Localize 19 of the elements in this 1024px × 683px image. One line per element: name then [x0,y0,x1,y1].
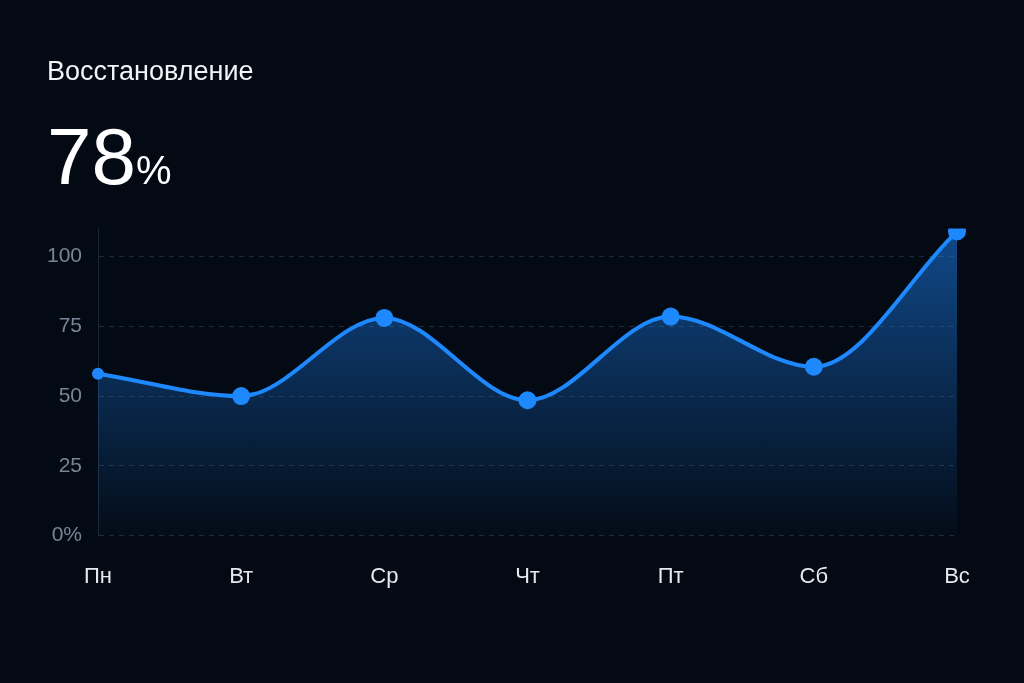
x-tick-label: Вс [944,562,970,588]
y-tick-label: 50 [58,382,82,406]
y-tick-label: 100 [46,243,82,267]
chart-subtitle: 78% [47,112,172,201]
point [661,307,680,326]
x-tick-label: Сб [799,562,829,588]
chart-title: Восстановление [47,56,254,87]
x-tick-label: Пт [657,562,684,588]
point [518,391,537,410]
x-tick-label: Вт [229,562,254,588]
point [804,357,823,376]
y-tick-label: 0% [51,522,82,546]
point [375,308,394,327]
x-tick-label: Пн [84,562,112,588]
y-tick-label: 25 [58,452,82,476]
point [232,387,251,406]
x-tick-label: Ср [370,562,399,588]
y-tick-label: 75 [58,313,82,337]
x-tick-label: Чт [515,562,540,588]
